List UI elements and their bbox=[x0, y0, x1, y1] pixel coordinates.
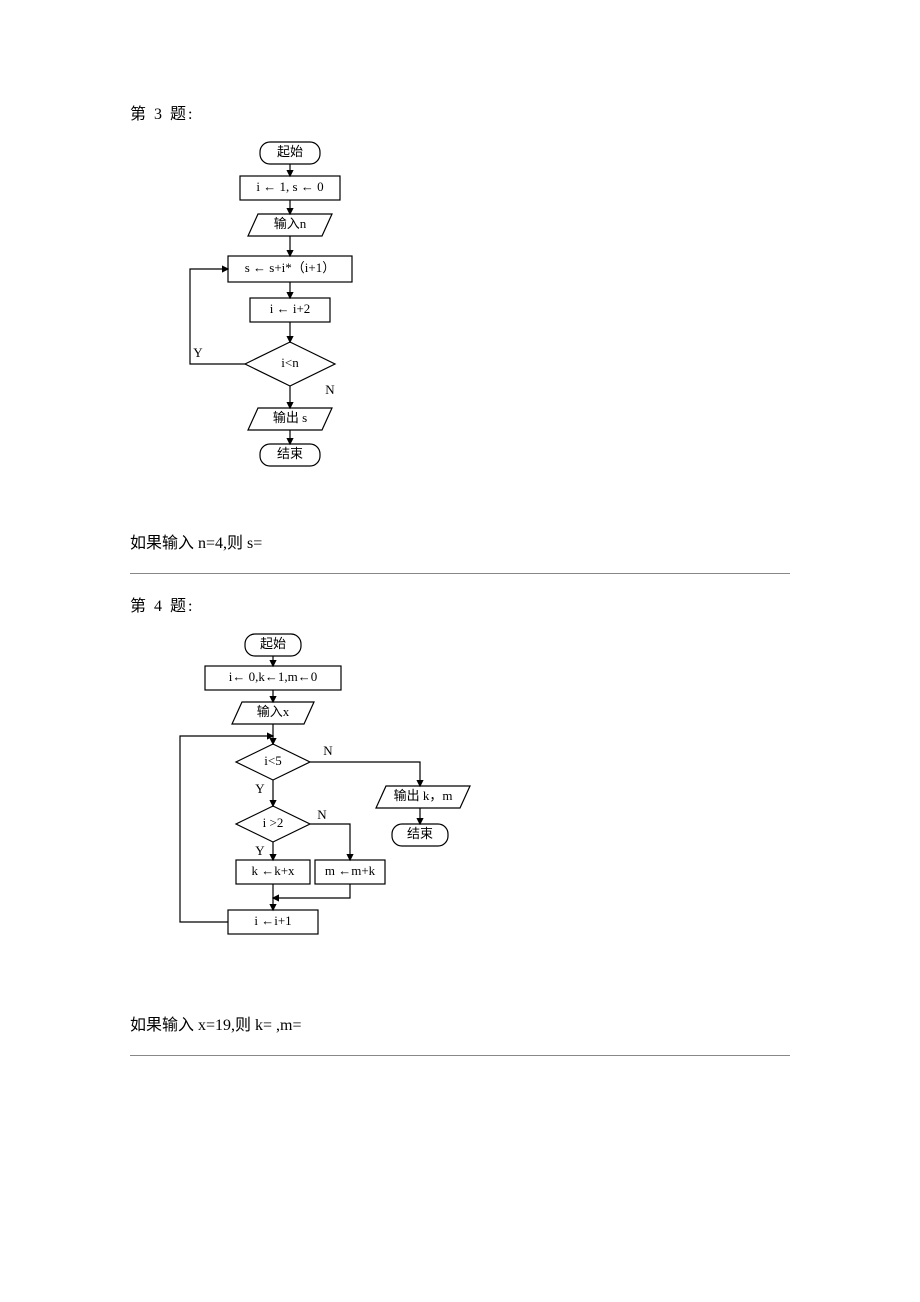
q3-cond: i<n bbox=[281, 355, 299, 370]
q3-flowchart: 起始 i ← 1, s ← 0 输入n s ← s+i*（i+1） i ← i+… bbox=[160, 136, 790, 511]
divider-1 bbox=[130, 573, 790, 574]
q4-cond1: i<5 bbox=[264, 753, 281, 768]
q4-input: 输入x bbox=[257, 704, 290, 719]
q3-calc: s ← s+i*（i+1） bbox=[245, 260, 336, 275]
q3-question: 如果输入 n=4,则 s= bbox=[130, 529, 790, 553]
q4-end: 结束 bbox=[407, 826, 433, 841]
q3-incr: i ← i+2 bbox=[270, 301, 311, 316]
q3-init: i ← 1, s ← 0 bbox=[256, 179, 323, 194]
q4-output: 输出 k，m bbox=[394, 788, 453, 803]
q3-yes-label: Y bbox=[193, 345, 203, 360]
q4-cond2-yes: Y bbox=[255, 843, 265, 858]
q3-start: 起始 bbox=[277, 144, 303, 159]
q4-cond1-yes: Y bbox=[255, 781, 265, 796]
q4-cond1-no: N bbox=[323, 743, 333, 758]
q4-init: i← 0,k←1,m←0 bbox=[229, 669, 317, 684]
q3-output: 输出 s bbox=[273, 410, 307, 425]
q4-mupd: m ←m+k bbox=[325, 863, 376, 878]
q4-title: 第 4 题: bbox=[130, 592, 790, 616]
q4-question: 如果输入 x=19,则 k= ,m= bbox=[130, 1011, 790, 1035]
q3-input: 输入n bbox=[274, 216, 307, 231]
q3-no-label: N bbox=[325, 382, 335, 397]
document-page: 第 3 题: 起始 i ← 1, s ← 0 输入n s ← s+i*（i+1） bbox=[0, 0, 920, 1134]
q4-cond2-no: N bbox=[317, 807, 327, 822]
q4-start: 起始 bbox=[260, 636, 286, 651]
q3-title: 第 3 题: bbox=[130, 100, 790, 124]
q4-cond2: i >2 bbox=[263, 815, 284, 830]
q3-end: 结束 bbox=[277, 446, 303, 461]
q4-flowchart: 起始 i← 0,k←1,m←0 输入x i<5 N Y 输出 k，m bbox=[160, 628, 790, 993]
q4-kupd: k ←k+x bbox=[251, 863, 295, 878]
divider-2 bbox=[130, 1055, 790, 1056]
q4-incr: i ←i+1 bbox=[254, 913, 291, 928]
